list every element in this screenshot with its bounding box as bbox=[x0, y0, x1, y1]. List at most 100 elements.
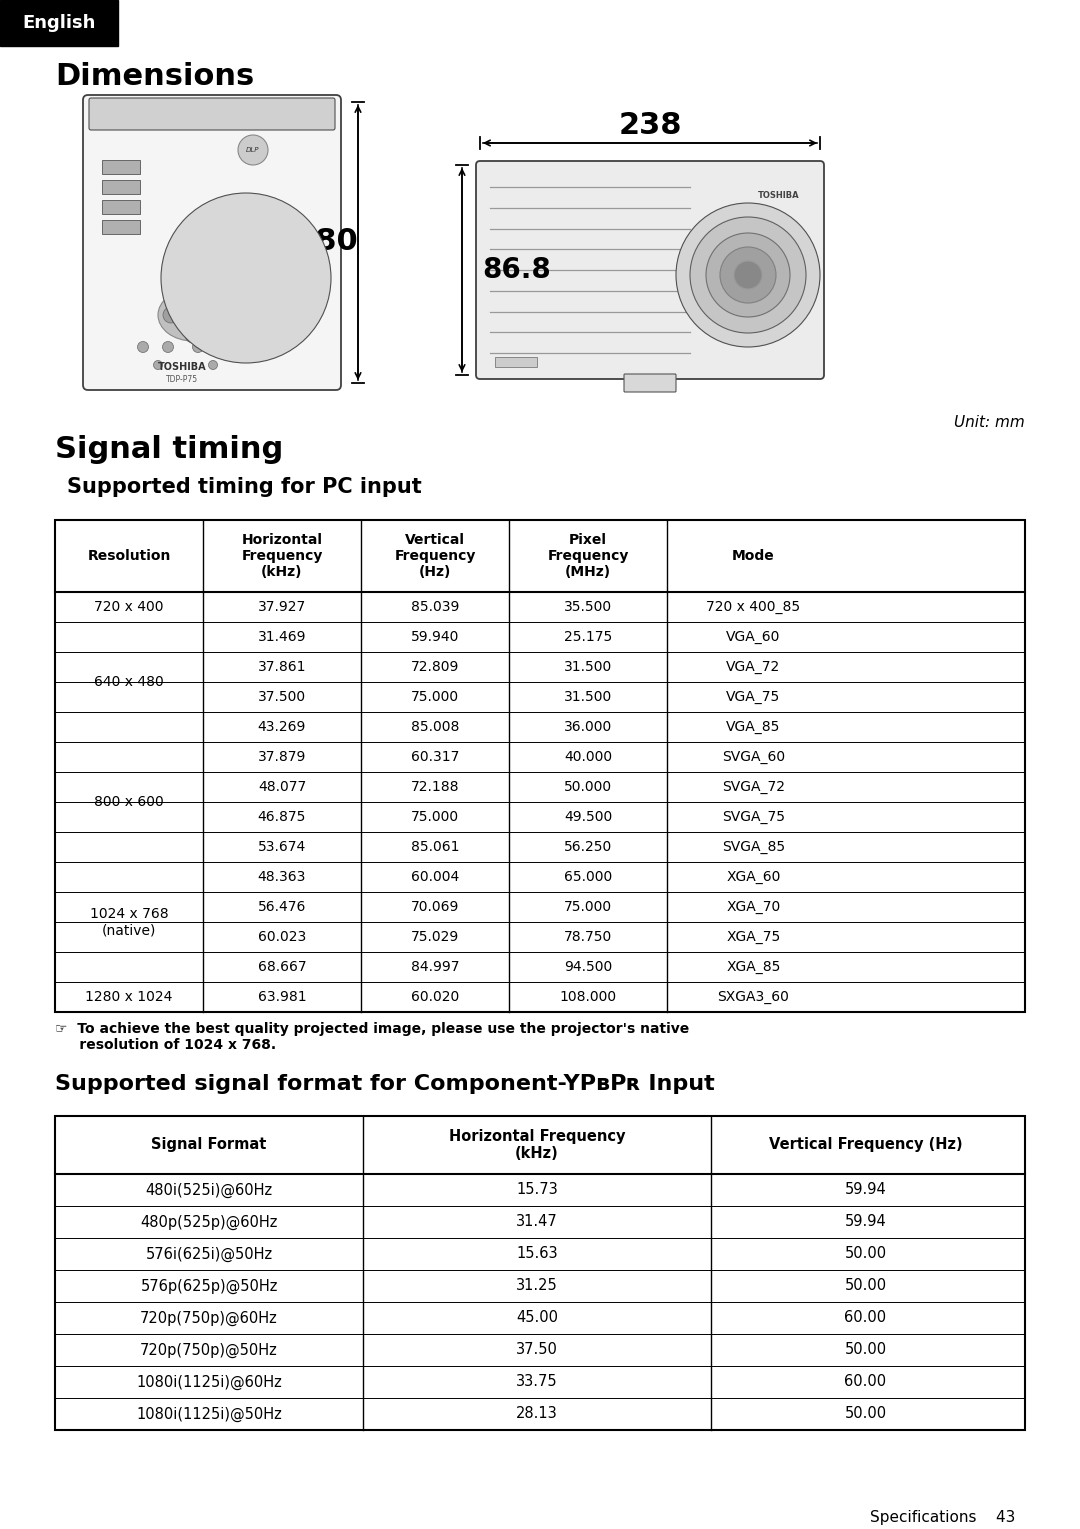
Text: 94.500: 94.500 bbox=[564, 960, 612, 974]
Text: TDP-P75: TDP-P75 bbox=[166, 376, 198, 384]
Text: 640 x 480: 640 x 480 bbox=[94, 674, 164, 690]
Text: XGA_70: XGA_70 bbox=[727, 901, 781, 914]
Bar bbox=[102, 180, 140, 194]
Circle shape bbox=[195, 228, 296, 329]
Circle shape bbox=[185, 287, 201, 303]
Text: SVGA_85: SVGA_85 bbox=[721, 839, 785, 855]
Text: 60.317: 60.317 bbox=[410, 751, 459, 764]
Text: 25.175: 25.175 bbox=[564, 630, 612, 644]
Bar bbox=[55, 1116, 1025, 1430]
Text: 31.500: 31.500 bbox=[564, 661, 612, 674]
Circle shape bbox=[163, 307, 179, 323]
Text: 37.879: 37.879 bbox=[258, 751, 307, 764]
Circle shape bbox=[706, 232, 789, 317]
Text: 1080i(1125i)@50Hz: 1080i(1125i)@50Hz bbox=[136, 1407, 282, 1422]
Text: 37.50: 37.50 bbox=[516, 1342, 558, 1358]
Circle shape bbox=[162, 341, 174, 353]
Text: SVGA_72: SVGA_72 bbox=[723, 780, 785, 794]
Text: 60.00: 60.00 bbox=[845, 1310, 887, 1326]
Circle shape bbox=[217, 341, 229, 353]
Text: 86.8: 86.8 bbox=[482, 255, 551, 284]
Text: VGA_60: VGA_60 bbox=[727, 630, 781, 644]
Text: 576p(625p)@50Hz: 576p(625p)@50Hz bbox=[140, 1278, 278, 1294]
Text: 180: 180 bbox=[294, 228, 357, 257]
Text: 48.077: 48.077 bbox=[258, 780, 306, 794]
Circle shape bbox=[192, 341, 203, 353]
Circle shape bbox=[676, 203, 820, 347]
Text: 60.020: 60.020 bbox=[410, 989, 459, 1005]
Text: VGA_75: VGA_75 bbox=[727, 690, 781, 703]
Text: 53.674: 53.674 bbox=[258, 839, 306, 855]
Circle shape bbox=[208, 361, 217, 370]
Text: 63.981: 63.981 bbox=[258, 989, 307, 1005]
Text: 68.667: 68.667 bbox=[258, 960, 307, 974]
Text: Supported timing for PC input: Supported timing for PC input bbox=[67, 477, 422, 497]
Circle shape bbox=[238, 135, 268, 165]
Text: 15.63: 15.63 bbox=[516, 1246, 557, 1261]
Circle shape bbox=[214, 246, 278, 310]
Text: Vertical Frequency (Hz): Vertical Frequency (Hz) bbox=[769, 1138, 962, 1153]
Text: 28.13: 28.13 bbox=[516, 1407, 558, 1422]
Ellipse shape bbox=[158, 289, 228, 341]
Text: Pixel
Frequency
(MHz): Pixel Frequency (MHz) bbox=[548, 532, 629, 579]
Circle shape bbox=[153, 361, 162, 370]
Text: Specifications    43: Specifications 43 bbox=[870, 1511, 1015, 1524]
Bar bbox=[102, 200, 140, 214]
Text: 85.061: 85.061 bbox=[410, 839, 459, 855]
Text: Resolution: Resolution bbox=[87, 549, 171, 563]
FancyBboxPatch shape bbox=[83, 95, 341, 390]
Bar bbox=[102, 161, 140, 174]
Text: 59.94: 59.94 bbox=[845, 1214, 887, 1229]
Text: 75.000: 75.000 bbox=[410, 810, 459, 824]
Text: 50.00: 50.00 bbox=[845, 1246, 887, 1261]
Circle shape bbox=[207, 307, 222, 323]
Text: DLP: DLP bbox=[246, 147, 260, 153]
Text: 576i(625i)@50Hz: 576i(625i)@50Hz bbox=[146, 1246, 272, 1261]
Text: 85.008: 85.008 bbox=[410, 720, 459, 734]
FancyBboxPatch shape bbox=[476, 161, 824, 379]
Text: 31.500: 31.500 bbox=[564, 690, 612, 703]
Circle shape bbox=[734, 261, 762, 289]
Circle shape bbox=[720, 248, 777, 303]
Bar bbox=[102, 220, 140, 234]
Text: 800 x 600: 800 x 600 bbox=[94, 795, 164, 809]
Text: 72.188: 72.188 bbox=[410, 780, 459, 794]
Text: 31.47: 31.47 bbox=[516, 1214, 558, 1229]
Text: 36.000: 36.000 bbox=[564, 720, 612, 734]
Text: SVGA_75: SVGA_75 bbox=[723, 810, 785, 824]
Text: 480i(525i)@60Hz: 480i(525i)@60Hz bbox=[146, 1182, 272, 1197]
Text: SVGA_60: SVGA_60 bbox=[721, 751, 785, 764]
Text: VGA_85: VGA_85 bbox=[727, 720, 781, 734]
Circle shape bbox=[178, 209, 314, 346]
Circle shape bbox=[185, 307, 201, 323]
Text: ☞  To achieve the best quality projected image, please use the projector's nativ: ☞ To achieve the best quality projected … bbox=[55, 1021, 689, 1052]
Text: 15.73: 15.73 bbox=[516, 1182, 558, 1197]
Text: Horizontal Frequency
(kHz): Horizontal Frequency (kHz) bbox=[449, 1128, 625, 1161]
Text: 48.363: 48.363 bbox=[258, 870, 307, 884]
Text: 108.000: 108.000 bbox=[559, 989, 617, 1005]
Text: Unit: mm: Unit: mm bbox=[955, 414, 1025, 430]
Text: 43.269: 43.269 bbox=[258, 720, 307, 734]
Circle shape bbox=[137, 341, 149, 353]
Text: 46.875: 46.875 bbox=[258, 810, 307, 824]
Text: 40.000: 40.000 bbox=[564, 751, 612, 764]
Text: XGA_85: XGA_85 bbox=[727, 960, 781, 974]
Text: 75.029: 75.029 bbox=[410, 930, 459, 943]
Text: 75.000: 75.000 bbox=[564, 901, 612, 914]
Text: 720p(750p)@50Hz: 720p(750p)@50Hz bbox=[140, 1342, 278, 1358]
Text: 720 x 400: 720 x 400 bbox=[94, 599, 164, 615]
Bar bbox=[55, 520, 1025, 1012]
Circle shape bbox=[690, 217, 806, 333]
Text: 31.25: 31.25 bbox=[516, 1278, 558, 1294]
Text: 65.000: 65.000 bbox=[564, 870, 612, 884]
Text: 78.750: 78.750 bbox=[564, 930, 612, 943]
Text: 33.75: 33.75 bbox=[516, 1375, 557, 1390]
FancyBboxPatch shape bbox=[89, 98, 335, 130]
Text: 31.469: 31.469 bbox=[258, 630, 307, 644]
Text: 70.069: 70.069 bbox=[410, 901, 459, 914]
Bar bbox=[0, 0, 118, 46]
Text: Vertical
Frequency
(Hz): Vertical Frequency (Hz) bbox=[394, 532, 475, 579]
Text: 37.861: 37.861 bbox=[258, 661, 307, 674]
Text: 59.94: 59.94 bbox=[845, 1182, 887, 1197]
Text: 59.940: 59.940 bbox=[410, 630, 459, 644]
